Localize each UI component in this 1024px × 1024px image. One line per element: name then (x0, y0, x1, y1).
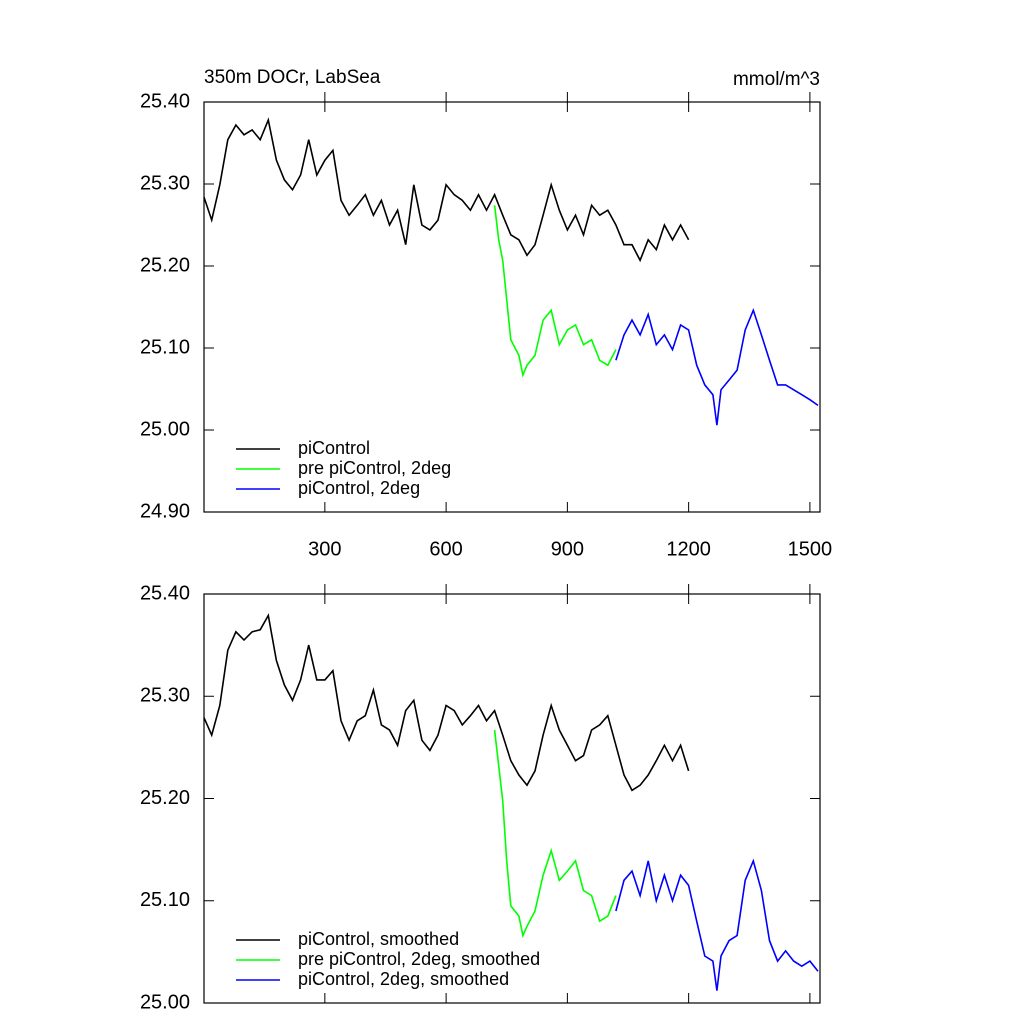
series-line (615, 307, 819, 426)
title-right: mmol/m^3 (733, 69, 820, 90)
y-tick-label: 25.40 (140, 582, 190, 604)
y-tick-label: 24.90 (140, 500, 190, 522)
title-left: 350m DOCr, LabSea (204, 67, 381, 88)
y-tick-label: 25.40 (140, 90, 190, 112)
y-tick-label: 25.10 (140, 336, 190, 358)
series-line (493, 205, 617, 378)
x-tick-label: 300 (308, 538, 341, 560)
y-tick-label: 25.30 (140, 172, 190, 194)
y-tick-label: 25.20 (140, 254, 190, 276)
legend-label: pre piControl, 2deg, smoothed (298, 949, 540, 969)
y-tick-label: 25.00 (140, 418, 190, 440)
plot-frame (203, 593, 821, 1004)
plot-frame (203, 101, 821, 513)
x-tick-label: 1500 (788, 538, 833, 560)
y-tick-label: 25.30 (140, 685, 190, 707)
legend-label: piControl, 2deg, smoothed (298, 969, 509, 989)
legend-label: piControl (298, 438, 370, 458)
series-line (203, 613, 690, 792)
series-line (615, 858, 819, 991)
y-tick-label: 25.20 (140, 787, 190, 809)
x-tick-label: 1200 (666, 538, 711, 560)
series-line (203, 117, 690, 263)
x-tick-label: 900 (551, 538, 584, 560)
y-tick-label: 25.00 (140, 991, 190, 1013)
legend-label: piControl, 2deg (298, 478, 420, 498)
x-tick-label: 600 (429, 538, 462, 560)
legend-label: piControl, smoothed (298, 929, 459, 949)
legend-label: pre piControl, 2deg (298, 458, 451, 478)
y-tick-label: 25.10 (140, 889, 190, 911)
series-line (493, 729, 617, 939)
